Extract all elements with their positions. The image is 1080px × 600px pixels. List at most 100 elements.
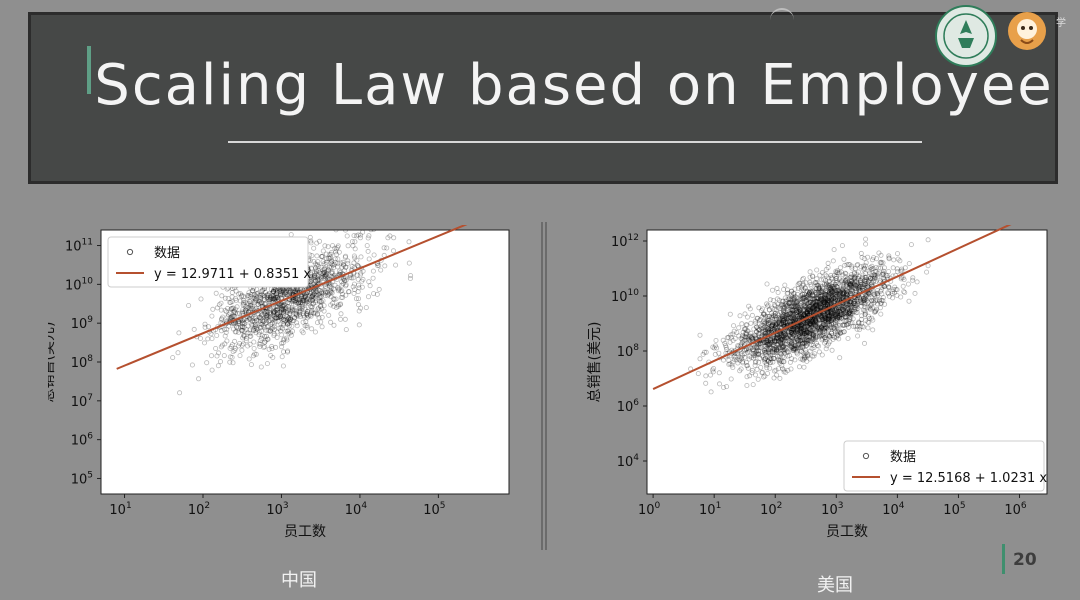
scatter-point	[833, 292, 839, 298]
scatter-point	[788, 315, 794, 321]
scatter-point	[833, 311, 839, 317]
scatter-point	[839, 287, 845, 293]
scatter-point	[811, 317, 817, 323]
scatter-point	[799, 297, 805, 303]
scatter-point	[757, 341, 763, 347]
scatter-point	[799, 302, 805, 308]
scatter-point	[798, 330, 804, 336]
scatter-point	[798, 293, 804, 299]
scatter-point	[851, 299, 857, 305]
scatter-point	[803, 322, 809, 328]
scatter-point	[279, 340, 285, 346]
scatter-point	[838, 290, 844, 296]
scatter-point	[269, 326, 275, 332]
scatter-point	[862, 308, 868, 314]
scatter-point	[248, 305, 254, 311]
scatter-point	[750, 337, 756, 343]
scatter-point	[835, 292, 841, 298]
scatter-point	[900, 275, 906, 281]
scatter-point	[769, 328, 775, 334]
scatter-point	[323, 272, 329, 278]
scatter-point	[331, 273, 337, 279]
scatter-point	[338, 295, 344, 301]
scatter-point	[281, 336, 287, 342]
scatter-point	[299, 328, 305, 334]
scatter-point	[747, 353, 753, 359]
scatter-point	[843, 291, 849, 297]
scatter-point	[867, 270, 873, 276]
scatter-point	[814, 282, 820, 288]
scatter-point	[783, 342, 789, 348]
scatter-point	[343, 264, 349, 270]
scatter-point	[830, 289, 836, 295]
scatter-point	[815, 293, 821, 299]
scatter-point	[738, 351, 744, 357]
scatter-point	[849, 307, 855, 313]
scatter-point	[853, 285, 859, 291]
scatter-point	[265, 328, 271, 334]
scatter-point	[742, 347, 748, 353]
scatter-point	[826, 333, 832, 339]
scatter-point	[819, 352, 825, 358]
scatter-point	[270, 290, 276, 296]
scatter-point	[820, 326, 826, 332]
scatter-point	[286, 317, 292, 323]
scatter-point	[822, 314, 828, 320]
scatter-point	[743, 332, 749, 338]
scatter-point	[271, 314, 277, 320]
scatter-point	[787, 343, 793, 349]
scatter-point	[331, 225, 335, 229]
scatter-point	[831, 272, 837, 278]
scatter-point	[820, 301, 826, 307]
scatter-point	[766, 327, 772, 333]
scatter-point	[816, 300, 822, 306]
scatter-point	[294, 313, 300, 319]
scatter-point	[753, 335, 759, 341]
scatter-point	[778, 340, 784, 346]
scatter-point	[323, 286, 329, 292]
scatter-point	[293, 311, 299, 317]
scatter-point	[794, 295, 800, 301]
scatter-point	[313, 265, 319, 271]
scatter-point	[836, 290, 842, 296]
scatter-point	[877, 278, 883, 284]
scatter-point	[831, 247, 837, 253]
scatter-point	[707, 372, 713, 378]
scatter-point	[802, 307, 808, 313]
scatter-point	[834, 311, 840, 317]
scatter-point	[775, 304, 781, 310]
scatter-point	[799, 333, 805, 339]
scatter-point	[802, 354, 808, 360]
scatter-point	[356, 285, 362, 291]
scatter-point	[720, 357, 726, 363]
scatter-point	[267, 307, 273, 313]
scatter-point	[278, 325, 284, 331]
scatter-point	[297, 305, 303, 311]
scatter-point	[794, 338, 800, 344]
scatter-point	[762, 323, 768, 329]
scatter-point	[841, 256, 847, 262]
scatter-point	[853, 286, 859, 292]
scatter-point	[837, 311, 843, 317]
scatter-point	[824, 316, 830, 322]
scatter-point	[845, 314, 851, 320]
scatter-point	[782, 295, 788, 301]
scatter-point	[804, 320, 810, 326]
scatter-point	[760, 306, 766, 312]
scatter-point	[832, 284, 838, 290]
scatter-point	[803, 320, 809, 326]
scatter-point	[357, 232, 363, 238]
scatter-point	[799, 356, 805, 362]
scatter-point	[250, 353, 256, 359]
scatter-point	[793, 300, 799, 306]
scatter-point	[790, 335, 796, 341]
scatter-point	[861, 255, 867, 261]
scatter-point	[774, 311, 780, 317]
scatter-point	[812, 351, 818, 357]
scatter-point	[784, 348, 790, 354]
scatter-point	[852, 298, 858, 304]
scatter-point	[817, 317, 823, 323]
scatter-point	[810, 343, 816, 349]
scatter-point	[759, 314, 765, 320]
scatter-point	[237, 310, 243, 316]
